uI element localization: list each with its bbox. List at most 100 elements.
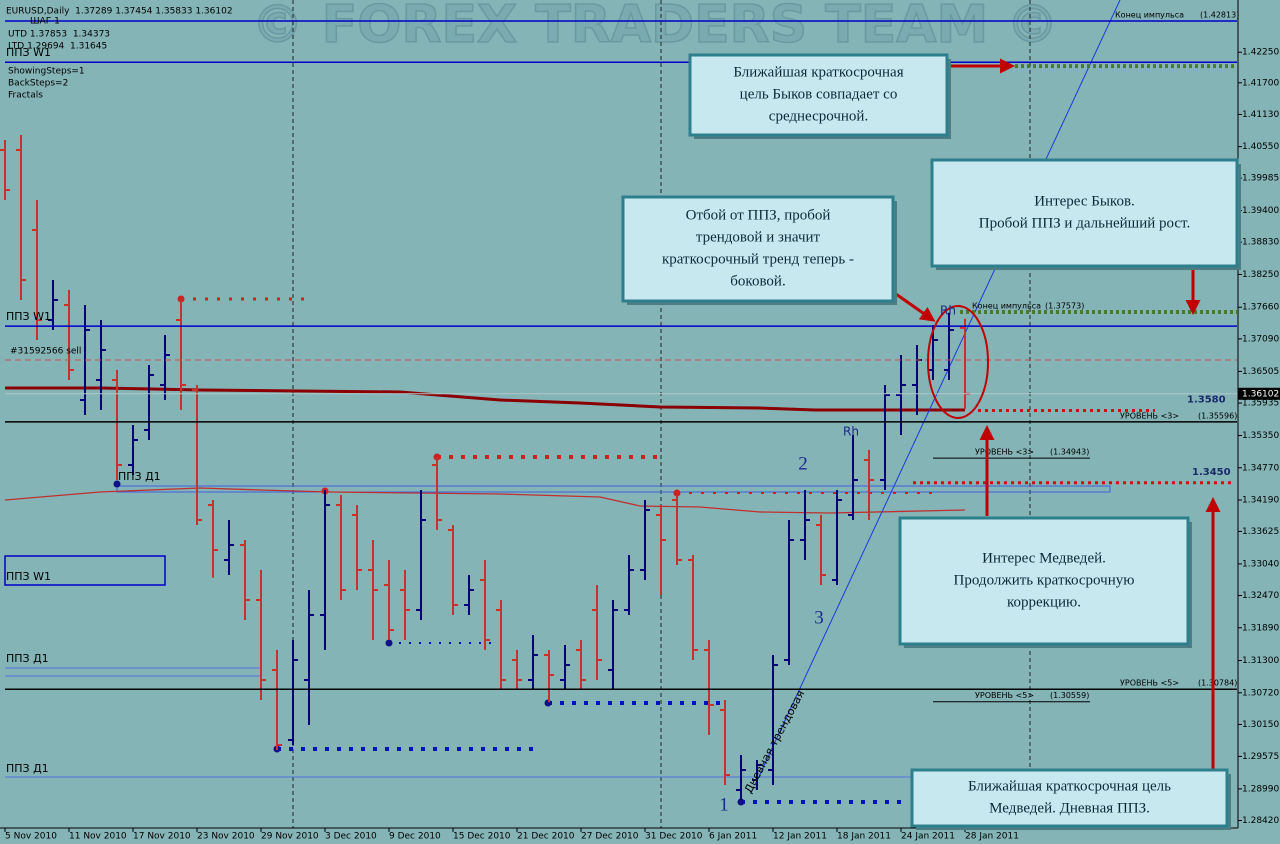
level-value: 1.3580: [1187, 395, 1226, 406]
header-info: LTD 1.29694 1.31645: [8, 42, 107, 52]
annotation-text: Ближайшая краткосрочная цель: [968, 778, 1171, 794]
x-tick-label: 11 Nov 2010: [69, 832, 127, 842]
y-tick-label: 1.37090: [1242, 334, 1279, 344]
y-tick-label: 1.30150: [1242, 720, 1279, 730]
fractal: [673, 489, 681, 497]
y-tick-label: 1.31300: [1242, 656, 1279, 666]
x-tick-label: 23 Nov 2010: [197, 832, 255, 842]
fractal: [177, 295, 185, 303]
annotation-box: [621, 195, 895, 303]
annotation-box: [688, 53, 949, 137]
zone-label: ППЗ W1: [6, 570, 51, 583]
y-tick-label: 1.31890: [1242, 623, 1279, 633]
header-info: EURUSD,Daily 1.37289 1.37454 1.35833 1.3…: [6, 7, 233, 17]
level-value: (1.30559): [1050, 691, 1089, 700]
annotation-text: Медведей. Дневная ППЗ.: [989, 800, 1150, 816]
annotation-text: трендовой и значит: [696, 229, 821, 245]
fractal: [737, 798, 745, 806]
level-value: (1.30784): [1198, 679, 1237, 688]
y-tick-label: 1.34190: [1242, 496, 1279, 506]
x-tick-label: 31 Dec 2010: [645, 832, 703, 842]
x-tick-label: 9 Dec 2010: [389, 832, 441, 842]
level-name: УРОВЕНЬ <5>: [975, 691, 1034, 700]
y-tick-label: 1.41700: [1242, 78, 1279, 88]
level-name: УРОВЕНЬ <5>: [1120, 679, 1179, 688]
annotation-text: Интерес Медведей.: [982, 550, 1106, 566]
level-name: УРОВЕНЬ <3>: [975, 448, 1034, 457]
y-tick-label: 1.29575: [1242, 752, 1279, 762]
level-name: ППЗ W1: [6, 310, 51, 323]
annotation-text: Пробой ППЗ и дальнейший рост.: [979, 215, 1190, 231]
annotation-text: коррекцию.: [1007, 594, 1081, 610]
wave-marker: 3: [814, 607, 824, 628]
y-tick-label: 1.33625: [1242, 527, 1279, 537]
y-tick-label: 1.38250: [1242, 270, 1279, 280]
y-tick-label: 1.40550: [1242, 142, 1279, 152]
annotation-box: [910, 768, 1229, 828]
y-tick-label: 1.35935: [1242, 399, 1279, 409]
x-tick-label: 17 Nov 2010: [133, 832, 191, 842]
fractal: [433, 453, 441, 461]
x-tick-label: 6 Jan 2011: [709, 832, 757, 842]
y-tick-label: 1.39985: [1242, 174, 1279, 184]
level-value: (1.34943): [1050, 448, 1089, 457]
current-price-box: [1238, 387, 1280, 400]
wave-marker: 1: [719, 794, 729, 815]
zone-label: ППЗ Д1: [6, 652, 49, 665]
x-tick-label: 29 Nov 2010: [261, 832, 319, 842]
y-tick-label: 1.33040: [1242, 559, 1279, 569]
annotation-text: Интерес Быков.: [1034, 193, 1135, 209]
y-tick-label: 1.42250: [1242, 48, 1279, 58]
x-tick-label: 15 Dec 2010: [453, 832, 511, 842]
zone-label: ППЗ Д1: [6, 762, 49, 775]
price-bars: [0, 135, 1238, 800]
decorations: [4, 0, 1121, 828]
zone: [4, 555, 166, 586]
watermark: © FOREX TRADERS TEAM ©: [252, 0, 1059, 55]
arrow: [892, 290, 936, 322]
annotation-text: Отбой от ППЗ, пробой: [686, 207, 831, 223]
level-name: Конец импульса: [1115, 10, 1184, 19]
x-tick-label: 5 Nov 2010: [5, 832, 57, 842]
annotation-text: боковой.: [730, 273, 785, 289]
x-tick-label: 24 Jan 2011: [901, 832, 955, 842]
y-tick-label: 1.37660: [1242, 303, 1279, 313]
zone-label: ППЗ Д1: [118, 470, 161, 483]
level-name: УРОВЕНЬ <3>: [1120, 411, 1179, 420]
annotation-text: Ближайшая краткосрочная: [733, 64, 903, 80]
level-value: (1.42813): [1200, 10, 1239, 19]
x-tick-label: 21 Dec 2010: [517, 832, 575, 842]
y-tick-label: 1.34770: [1242, 463, 1279, 473]
annotation-box: [930, 158, 1239, 268]
level-name: ППЗ W1: [6, 46, 51, 59]
y-tick-label: 1.38830: [1242, 238, 1279, 248]
level-value: 1.3450: [1192, 467, 1231, 478]
y-tick-label: 1.28420: [1242, 816, 1279, 826]
levels: Конец импульса (1.42813) ППЗ W1 ППЗ W1 #3159…: [5, 10, 1239, 703]
level-value: (1.37573): [1045, 302, 1084, 311]
x-tick-label: 12 Jan 2011: [773, 832, 827, 842]
moving-average: [4, 487, 966, 514]
y-tick-label: 1.36505: [1242, 367, 1279, 377]
wave-marker: 2: [798, 453, 808, 474]
y-tick-label: 1.39400: [1242, 206, 1279, 216]
y-tick-label: 1.35350: [1242, 431, 1279, 441]
y-tick-label: 1.41130: [1242, 110, 1279, 120]
header-info: ШАГ 1: [30, 17, 60, 27]
x-tick-label: 28 Jan 2011: [965, 832, 1019, 842]
header-info: UTD 1.37853 1.34373: [8, 30, 110, 40]
wave-marker: Rh: [940, 304, 956, 318]
zone: [116, 485, 1111, 493]
highlight-ellipse: [927, 305, 989, 419]
y-tick-label: 1.30720: [1242, 688, 1279, 698]
current-price-label: 1.36102: [1242, 389, 1279, 399]
level-value: (1.35596): [1198, 411, 1237, 420]
level-name: #31592566 sell: [10, 347, 81, 357]
annotation-text: Продолжить краткосрочную: [954, 572, 1135, 588]
y-tick-label: 1.32470: [1242, 591, 1279, 601]
y-tick-label: 1.28990: [1242, 784, 1279, 794]
annotation-box: [898, 516, 1190, 646]
annotation-text: краткосрочный тренд теперь -: [662, 251, 854, 267]
header-info: ShowingSteps=1: [8, 67, 85, 77]
